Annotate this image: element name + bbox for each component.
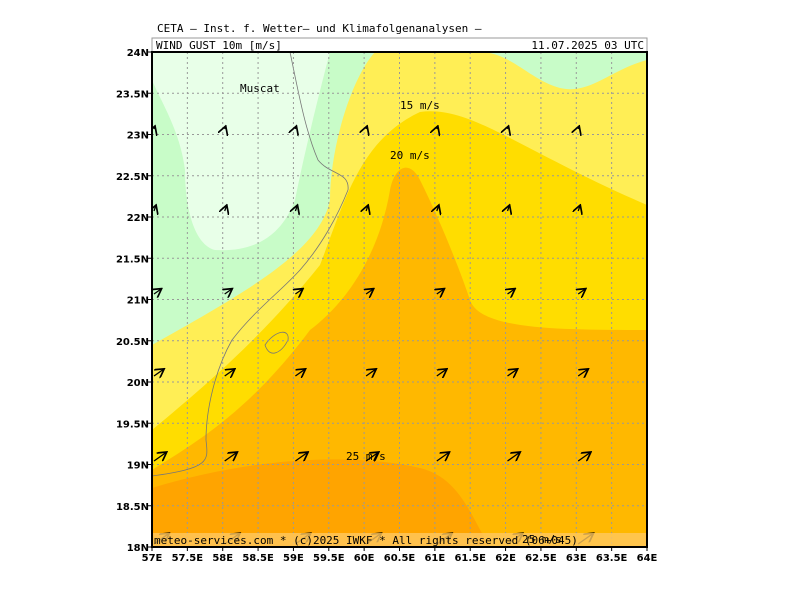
x-tick-label: 63E [566, 553, 587, 564]
contour-label: 20 m/s [390, 149, 430, 162]
x-tick-label: 62.5E [525, 553, 557, 564]
contour-label: 25 m/s [346, 450, 386, 463]
wind-arrow [578, 289, 586, 294]
footer: meteo-services.com * (c)2025 IWKF * All … [154, 534, 578, 547]
y-tick-label: 23N [127, 131, 149, 142]
y-tick-label: 22.5N [116, 172, 149, 183]
y-tick-label: 19.5N [116, 419, 149, 430]
wind-arrow [366, 289, 374, 294]
wind-arrow [365, 369, 376, 376]
coastline [152, 52, 349, 477]
wind-arrow [295, 289, 303, 294]
y-tick-label: 18N [127, 543, 149, 554]
wind-arrow [437, 126, 438, 129]
wind-arrow [224, 369, 235, 376]
wind-arrow [508, 205, 510, 211]
wind-arrow [295, 452, 308, 462]
wind-arrow [507, 452, 521, 462]
y-tick-label: 22N [127, 213, 149, 224]
wind-arrow [225, 289, 233, 294]
contour-label: 15 m/s [400, 99, 440, 112]
field-name: WIND_GUST_10m [m/s] [156, 39, 282, 52]
wind-arrow [578, 205, 580, 211]
wind-arrow [507, 369, 518, 376]
valid-time: 11.07.2025 03 UTC [531, 39, 644, 52]
wind-arrow [366, 205, 368, 211]
x-tick-label: 57.5E [172, 553, 204, 564]
x-tick-label: 59.5E [313, 553, 345, 564]
wind-arrow [366, 126, 367, 129]
island [264, 331, 289, 354]
wind-arrow [295, 369, 305, 376]
wind-arrow [577, 452, 591, 462]
wind-arrow [224, 452, 238, 462]
wind-arrow [295, 126, 296, 129]
wind-arrow [436, 369, 447, 376]
y-tick-label: 21.5N [116, 254, 149, 265]
x-tick-label: 63.5E [596, 553, 628, 564]
x-tick-label: 64E [637, 553, 658, 564]
y-tick-label: 19N [127, 461, 149, 472]
wind-arrow [153, 369, 164, 376]
x-tick-label: 58.5E [242, 553, 274, 564]
axes: 57E 57.5E 58E 58.5E 59E 59.5E 60E 60.5E 61E 61.5E… [116, 48, 658, 564]
wind-arrow [154, 126, 155, 129]
dark-orange-zone [152, 459, 490, 547]
wind-arrow [437, 205, 439, 211]
wind-arrow [437, 289, 445, 294]
y-tick-label: 20.5N [116, 337, 149, 348]
wind-arrow [154, 289, 162, 294]
x-tick-label: 61E [424, 553, 445, 564]
y-tick-label: 20N [127, 378, 149, 389]
map-area [152, 52, 647, 547]
wind-arrow [436, 452, 450, 462]
wind-arrow [508, 289, 516, 294]
x-tick-label: 60E [354, 553, 375, 564]
city-label: Muscat [240, 82, 280, 95]
wind-arrow [577, 369, 588, 376]
wind-arrow [225, 205, 227, 211]
footer-band [152, 533, 647, 547]
y-tick-label: 24N [127, 48, 149, 59]
x-tick-label: 61.5E [454, 553, 486, 564]
wind-arrow [225, 126, 226, 129]
wind-arrow [153, 452, 167, 462]
y-tick-label: 18.5N [116, 502, 149, 513]
x-tick-label: 60.5E [384, 553, 416, 564]
x-tick-label: 59E [283, 553, 304, 564]
x-tick-label: 57E [142, 553, 163, 564]
wind-arrow [578, 126, 579, 129]
wind-arrow [508, 126, 509, 129]
wind-arrow [295, 205, 297, 211]
x-tick-label: 62E [495, 553, 516, 564]
wind-arrow [154, 205, 156, 211]
y-tick-label: 23.5N [116, 89, 149, 100]
y-tick-label: 21N [127, 296, 149, 307]
institute: CETA — Inst. f. Wetter— und Klimafolgena… [157, 22, 482, 35]
contour-label: 25 m/s [522, 533, 562, 546]
wind-arrow [365, 452, 379, 462]
x-tick-label: 58E [212, 553, 233, 564]
pale-zone [152, 52, 330, 251]
